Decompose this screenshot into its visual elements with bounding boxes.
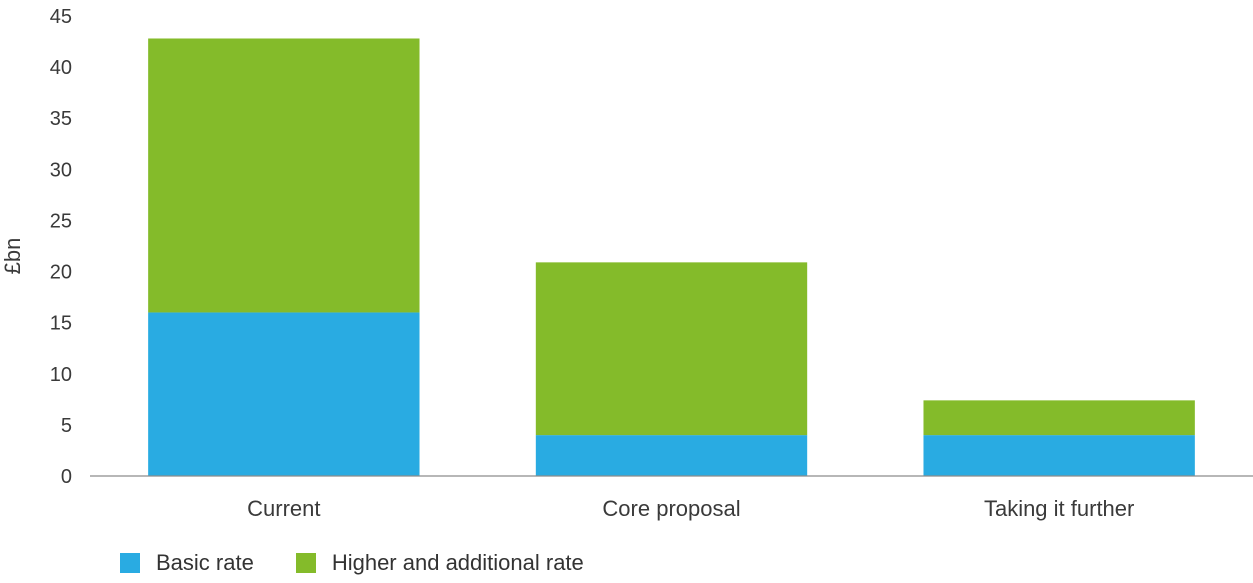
bars (148, 38, 1195, 476)
legend: Basic rate Higher and additional rate (120, 550, 626, 576)
bar-higher-additional-rate-1 (535, 262, 808, 436)
y-tick-label-5: 5 (61, 415, 72, 437)
y-axis-title: £bn (0, 238, 25, 275)
bar-basic-rate-1 (535, 435, 808, 476)
y-tick-label-15: 15 (50, 313, 72, 335)
y-axis-ticks: 0 5 10 15 20 25 30 35 40 45 (50, 6, 72, 488)
y-tick-label-40: 40 (50, 57, 72, 79)
y-tick-label-30: 30 (50, 159, 72, 181)
legend-swatch-basic-rate (120, 553, 140, 573)
legend-item-basic-rate: Basic rate (120, 550, 254, 576)
y-tick-label-20: 20 (50, 262, 72, 284)
x-category-label-1: Core proposal (602, 496, 740, 521)
x-category-label-0: Current (247, 496, 320, 521)
legend-label-basic-rate: Basic rate (156, 550, 254, 575)
y-tick-label-45: 45 (50, 6, 72, 28)
legend-label-higher-additional-rate: Higher and additional rate (331, 550, 584, 575)
legend-swatch-higher-additional-rate (295, 553, 316, 573)
stacked-bar-chart: 0 5 10 15 20 25 30 35 40 45 £bn Current Core propo… (0, 6, 1253, 521)
x-axis-categories: Current Core proposal Taking it further (247, 496, 1134, 521)
y-tick-label-25: 25 (50, 210, 72, 232)
y-tick-label-0: 0 (61, 466, 72, 488)
y-tick-label-10: 10 (50, 364, 72, 386)
y-tick-label-35: 35 (50, 108, 72, 130)
legend-item-higher-additional-rate: Higher and additional rate (295, 550, 584, 576)
bar-basic-rate-2 (923, 435, 1195, 476)
bar-higher-additional-rate-0 (148, 38, 420, 313)
x-category-label-2: Taking it further (984, 496, 1134, 521)
bar-higher-additional-rate-2 (923, 400, 1195, 436)
bar-basic-rate-0 (148, 312, 420, 476)
